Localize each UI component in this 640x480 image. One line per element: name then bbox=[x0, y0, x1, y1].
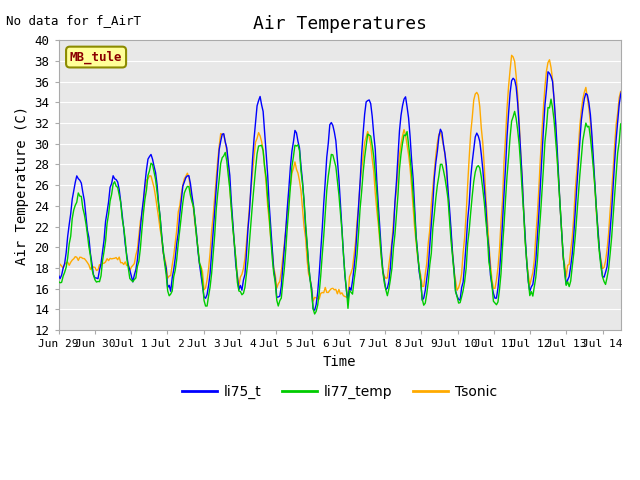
Text: No data for f_AirT: No data for f_AirT bbox=[6, 14, 141, 27]
Y-axis label: Air Temperature (C): Air Temperature (C) bbox=[15, 106, 29, 264]
Title: Air Temperatures: Air Temperatures bbox=[253, 15, 427, 33]
X-axis label: Time: Time bbox=[323, 355, 356, 369]
Text: MB_tule: MB_tule bbox=[70, 50, 122, 64]
Legend: li75_t, li77_temp, Tsonic: li75_t, li77_temp, Tsonic bbox=[177, 379, 503, 404]
